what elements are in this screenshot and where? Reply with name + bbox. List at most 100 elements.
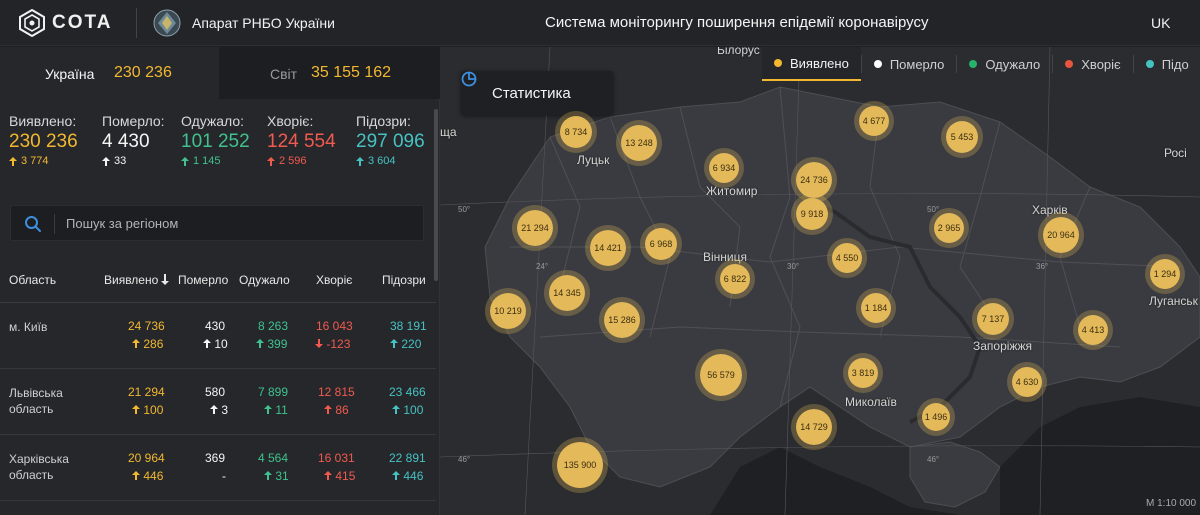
arrow-up-icon — [264, 405, 272, 414]
arrow-up-icon — [264, 471, 272, 480]
row-region: м. Київ — [9, 319, 89, 335]
cell-sick-delta: 415 — [324, 469, 355, 483]
map-cluster[interactable]: 6 968 — [640, 223, 682, 265]
rnbo-emblem-icon — [153, 9, 181, 37]
map-cluster[interactable]: 9 918 — [791, 193, 833, 235]
map-cluster[interactable]: 5 453 — [941, 116, 983, 158]
legend-divider — [1052, 55, 1054, 73]
map-cluster[interactable]: 56 579 — [695, 349, 747, 401]
map-cluster[interactable]: 6 822 — [715, 259, 755, 299]
table-row[interactable]: м. Київ 24 736 286 430 10 8 263 399 16 0… — [0, 303, 436, 369]
logo-text: COTA — [52, 12, 113, 33]
map-cluster[interactable]: 13 248 — [616, 120, 662, 166]
arrow-up-icon — [267, 156, 275, 166]
map-cluster[interactable]: 4 413 — [1073, 310, 1113, 350]
map-cluster[interactable]: 21 294 — [512, 205, 558, 251]
arrow-up-icon — [356, 156, 364, 166]
legend-label: Одужало — [985, 56, 1041, 72]
cell-detected: 21 294 — [128, 385, 165, 399]
tab-world[interactable]: Світ 35 155 162 — [219, 47, 440, 99]
cell-recovered: 4 564 — [258, 451, 289, 465]
legend-detected[interactable]: Виявлено — [762, 47, 861, 81]
map-cluster[interactable]: 14 345 — [544, 270, 590, 316]
region-name: Львівська — [9, 386, 63, 400]
map-view[interactable]: Статистика Виявлено Померло Одужало Хвор… — [440, 47, 1200, 515]
map-cluster[interactable]: 2 965 — [929, 208, 969, 248]
th-detected[interactable]: Виявлено — [104, 273, 170, 287]
cell-died: 430 — [205, 319, 226, 333]
tab-ukraine-label: Україна — [45, 66, 95, 82]
statistics-button[interactable]: Статистика — [461, 71, 613, 115]
region-name: Харківська — [9, 452, 69, 466]
legend-divider — [860, 55, 862, 73]
pie-chart-icon — [461, 71, 477, 87]
legend-dot-icon — [774, 59, 782, 67]
map-cluster[interactable]: 4 677 — [854, 101, 894, 141]
city-label: Миколаїв — [845, 395, 897, 409]
cell-died-delta: 3 — [210, 403, 228, 417]
map-cluster[interactable]: 4 550 — [827, 238, 867, 278]
map-cluster[interactable]: 8 734 — [555, 111, 597, 153]
arrow-up-icon — [390, 339, 398, 348]
map-cluster[interactable]: 1 184 — [856, 288, 896, 328]
search-input[interactable] — [66, 212, 416, 234]
th-suspected[interactable]: Підозри — [382, 273, 426, 287]
arrow-up-icon — [324, 471, 332, 480]
cell-detected-delta: 446 — [132, 469, 163, 483]
delta-value: 446 — [403, 469, 424, 483]
stat-died-delta: 33 — [114, 155, 127, 167]
map-cluster[interactable]: 4 630 — [1007, 362, 1047, 402]
th-region[interactable]: Область — [9, 273, 57, 287]
panel-scrollbar[interactable] — [434, 109, 438, 281]
legend-recovered[interactable]: Одужало — [957, 47, 1052, 81]
arrow-up-icon — [9, 156, 17, 166]
legend-dot-icon — [1145, 60, 1154, 68]
map-cluster[interactable]: 1 496 — [917, 398, 955, 436]
cota-logo[interactable]: COTA — [18, 9, 112, 37]
row-region: Львівська область — [9, 385, 89, 417]
map-cluster[interactable]: 3 819 — [843, 353, 883, 393]
table-row[interactable]: Харківська область 20 964 446 369 - 4 564… — [0, 435, 436, 501]
legend-died[interactable]: Померло — [862, 47, 957, 81]
lon-label: 24° — [536, 262, 549, 271]
arrow-up-icon — [132, 405, 140, 414]
lat-label: 50° — [458, 205, 471, 214]
legend-suspected[interactable]: Підо — [1134, 47, 1200, 81]
map-cluster[interactable]: 7 137 — [972, 298, 1014, 340]
delta-value: 446 — [143, 469, 164, 483]
lon-label: 30° — [787, 262, 800, 271]
arrow-up-icon — [132, 339, 140, 348]
th-died[interactable]: Померло — [178, 273, 229, 287]
legend-sick[interactable]: Хворіє — [1053, 47, 1132, 81]
arrow-up-icon — [256, 339, 264, 348]
cell-sick: 12 815 — [318, 385, 355, 399]
language-switch[interactable]: UK — [1151, 15, 1171, 31]
country-label: Білорус — [717, 47, 760, 57]
th-recovered[interactable]: Одужало — [239, 273, 290, 287]
map-cluster[interactable]: 6 934 — [704, 148, 744, 188]
map-cluster[interactable]: 14 729 — [791, 404, 837, 450]
stat-suspected: Підозри: 297 096 3 604 — [356, 113, 425, 167]
th-sick[interactable]: Хворіє — [316, 273, 353, 287]
cota-logo-icon — [19, 9, 45, 37]
legend-dot-icon — [969, 60, 978, 68]
tab-ukraine[interactable]: Україна 230 236 — [0, 47, 219, 99]
region-search — [10, 205, 424, 241]
org-link[interactable]: Апарат РНБО України — [152, 8, 335, 38]
cell-suspected: 23 466 — [389, 385, 426, 399]
map-cluster[interactable]: 15 286 — [599, 297, 645, 343]
map-cluster[interactable]: 14 421 — [585, 225, 631, 271]
cell-detected: 20 964 — [128, 451, 165, 465]
search-icon[interactable] — [24, 215, 42, 233]
lon-label: 36° — [1036, 262, 1049, 271]
delta-value: 399 — [267, 337, 288, 351]
map-cluster[interactable]: 20 964 — [1038, 212, 1084, 258]
legend-label: Хворіє — [1081, 56, 1121, 72]
map-cluster[interactable]: 1 294 — [1145, 254, 1185, 294]
legend-label: Померло — [889, 56, 945, 72]
arrow-up-icon — [392, 471, 400, 480]
map-cluster[interactable]: 135 900 — [552, 437, 608, 493]
cell-suspected-delta: 220 — [390, 337, 421, 351]
table-row[interactable]: Львівська область 21 294 100 580 3 7 899 … — [0, 369, 436, 435]
map-cluster[interactable]: 10 219 — [485, 288, 531, 334]
